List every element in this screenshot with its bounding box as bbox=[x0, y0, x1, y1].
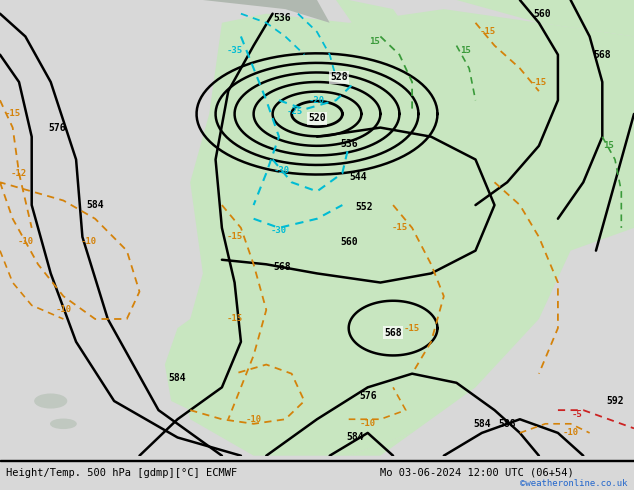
Text: -10: -10 bbox=[17, 237, 34, 246]
Text: -15: -15 bbox=[404, 323, 420, 333]
Text: -15: -15 bbox=[226, 315, 243, 323]
Text: 520: 520 bbox=[308, 114, 326, 123]
Text: -25: -25 bbox=[287, 107, 303, 116]
Ellipse shape bbox=[35, 394, 67, 408]
Text: 552: 552 bbox=[356, 202, 373, 212]
Text: 568: 568 bbox=[384, 328, 402, 338]
Text: -30: -30 bbox=[274, 167, 290, 175]
Text: 584: 584 bbox=[169, 373, 186, 383]
Text: 568: 568 bbox=[273, 262, 291, 271]
Text: 584: 584 bbox=[473, 419, 491, 429]
Text: 584: 584 bbox=[346, 433, 364, 442]
Text: -15: -15 bbox=[391, 223, 408, 232]
Text: -10: -10 bbox=[81, 237, 97, 246]
Text: -35: -35 bbox=[226, 46, 243, 54]
Text: -15: -15 bbox=[4, 109, 21, 119]
Text: 592: 592 bbox=[606, 396, 624, 406]
Text: 536: 536 bbox=[340, 139, 358, 148]
Text: -10: -10 bbox=[245, 415, 262, 424]
Text: 576: 576 bbox=[48, 122, 66, 133]
Text: -15: -15 bbox=[531, 77, 547, 87]
Text: Height/Temp. 500 hPa [gdmp][°C] ECMWF: Height/Temp. 500 hPa [gdmp][°C] ECMWF bbox=[6, 468, 238, 478]
Text: -10: -10 bbox=[55, 305, 72, 315]
Text: 15: 15 bbox=[604, 141, 614, 150]
Polygon shape bbox=[139, 433, 412, 456]
Text: 15: 15 bbox=[461, 46, 471, 54]
Text: -15: -15 bbox=[480, 27, 496, 36]
Text: 584: 584 bbox=[86, 200, 104, 210]
Polygon shape bbox=[203, 0, 330, 23]
Text: -12: -12 bbox=[11, 169, 27, 178]
Text: Mo 03-06-2024 12:00 UTC (06+54): Mo 03-06-2024 12:00 UTC (06+54) bbox=[380, 468, 574, 478]
Text: 15: 15 bbox=[369, 37, 379, 46]
Text: -15: -15 bbox=[226, 232, 243, 242]
Text: 576: 576 bbox=[359, 392, 377, 401]
Text: -10: -10 bbox=[359, 419, 376, 428]
Text: 560: 560 bbox=[340, 237, 358, 246]
Text: 588: 588 bbox=[498, 419, 516, 429]
Bar bbox=[0, 460, 634, 461]
Polygon shape bbox=[336, 0, 412, 55]
Text: -30: -30 bbox=[271, 225, 287, 235]
Polygon shape bbox=[178, 9, 634, 456]
Text: 528: 528 bbox=[330, 73, 348, 82]
Text: -20: -20 bbox=[309, 96, 325, 105]
Text: -10: -10 bbox=[562, 428, 579, 438]
Ellipse shape bbox=[51, 419, 76, 428]
Text: 536: 536 bbox=[273, 13, 291, 23]
Polygon shape bbox=[165, 319, 266, 419]
Text: -5: -5 bbox=[572, 410, 582, 419]
Text: 560: 560 bbox=[533, 9, 551, 19]
Text: 568: 568 bbox=[593, 49, 611, 60]
Polygon shape bbox=[456, 0, 634, 36]
Text: ©weatheronline.co.uk: ©weatheronline.co.uk bbox=[520, 479, 628, 488]
Text: 544: 544 bbox=[349, 172, 367, 182]
